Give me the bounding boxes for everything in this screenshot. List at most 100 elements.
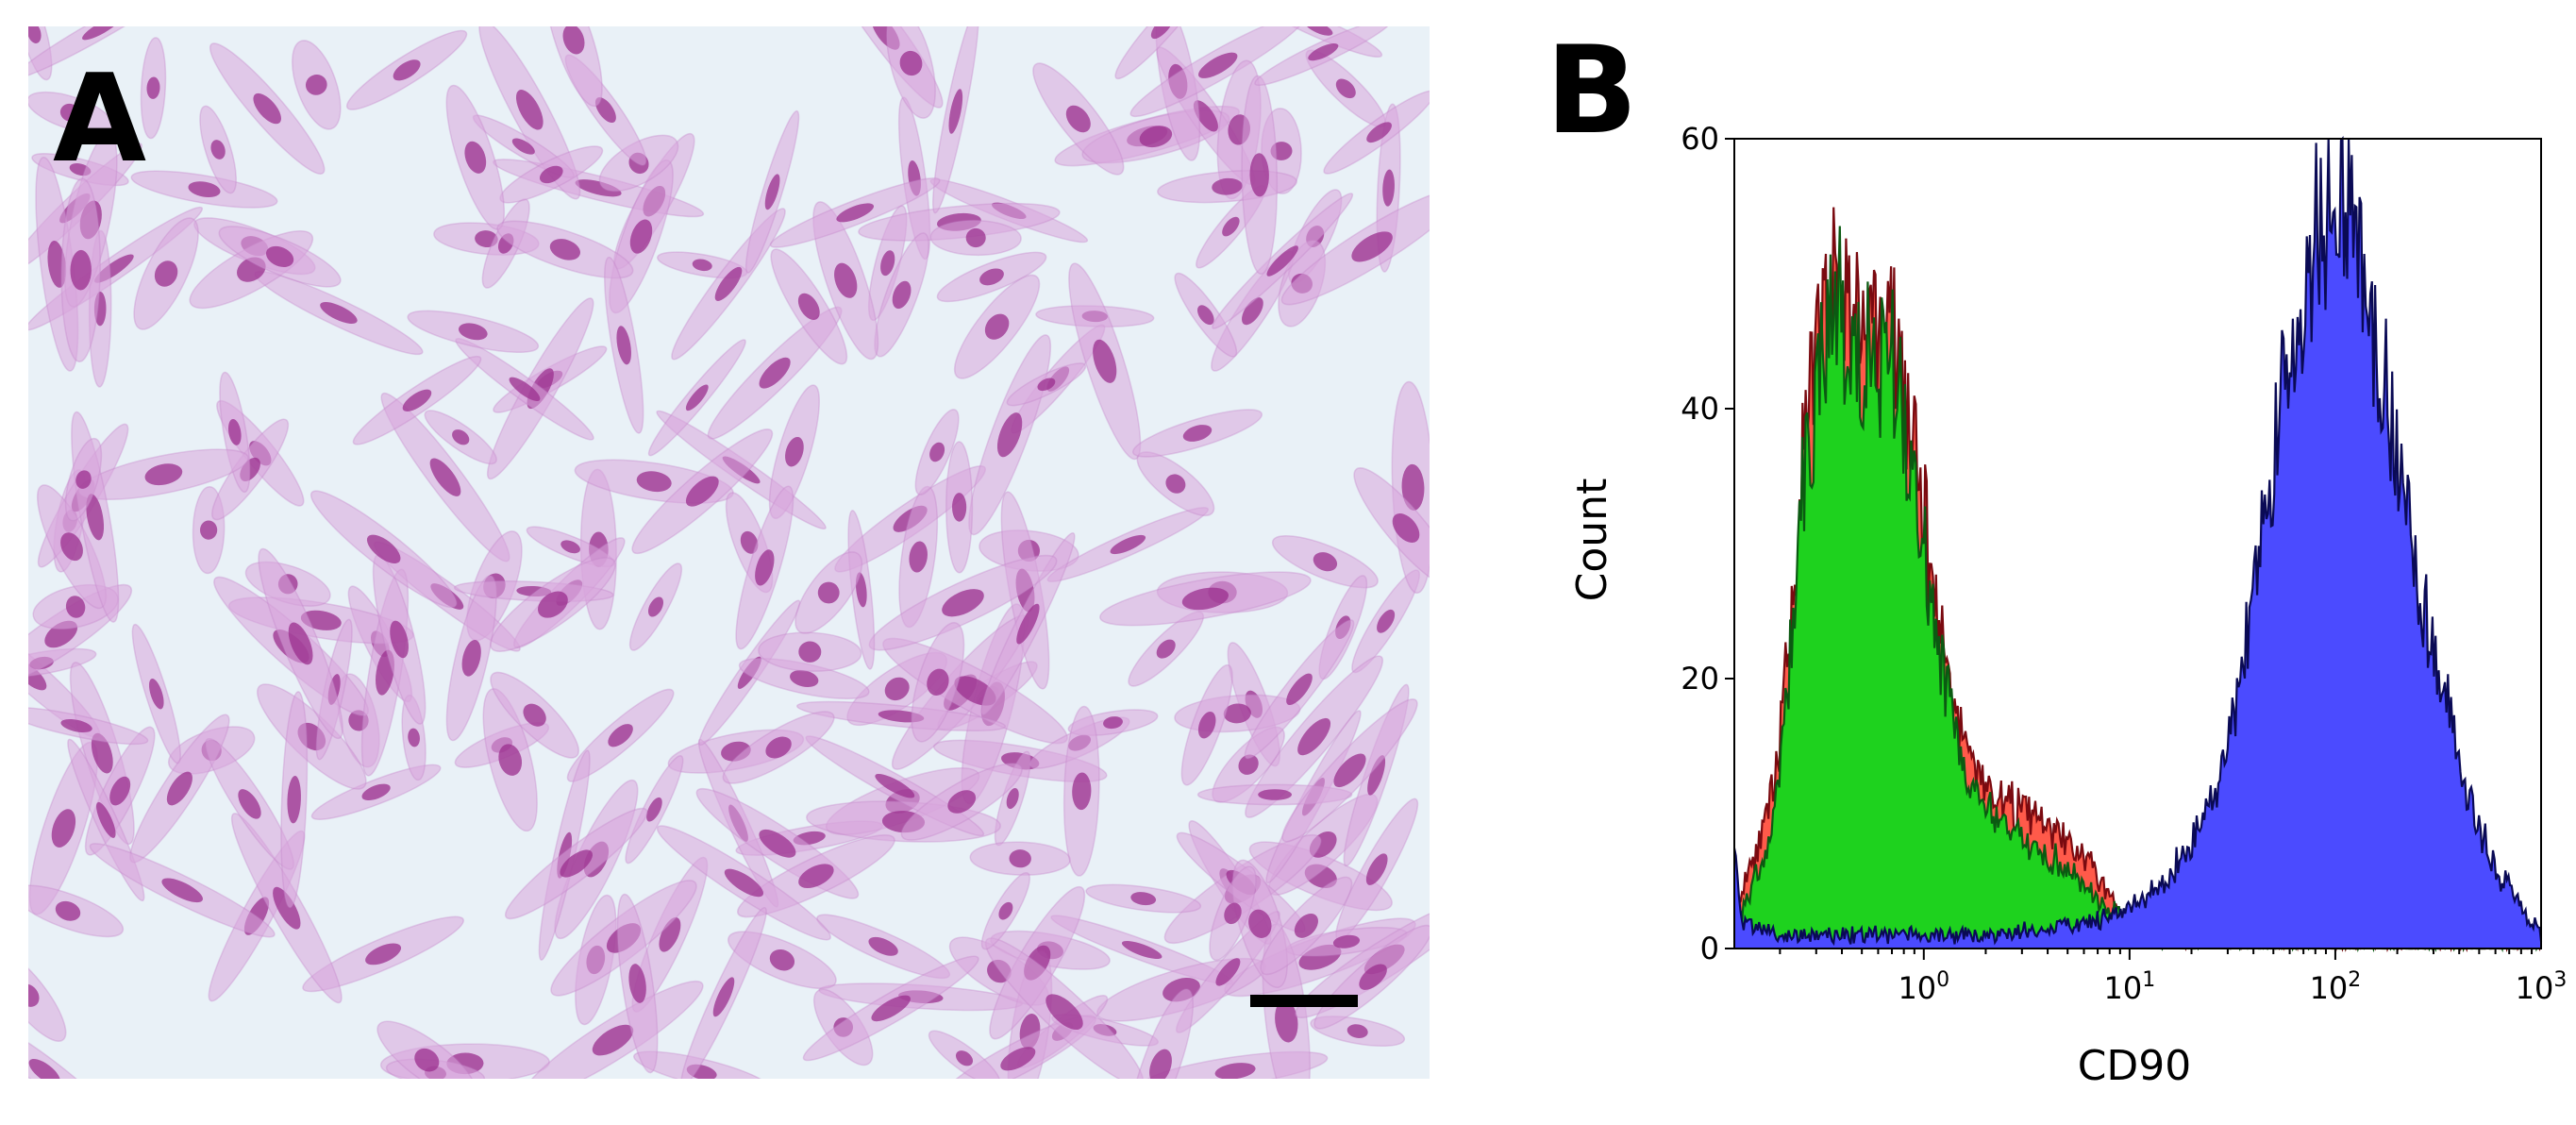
cell xyxy=(770,248,848,365)
cell xyxy=(478,26,581,200)
cell xyxy=(1212,193,1354,329)
cell xyxy=(258,547,343,740)
cell xyxy=(929,219,1022,257)
y-axis-title: Count xyxy=(1568,479,1616,602)
cell xyxy=(28,706,149,746)
histogram-panel: B 0 20 40 60 100 101 102 103 Count CD90 xyxy=(1546,21,2567,1090)
cell xyxy=(1128,988,1194,1079)
cell xyxy=(680,906,767,1079)
cell xyxy=(28,91,114,134)
cell xyxy=(1099,571,1312,627)
cell xyxy=(1062,705,1100,877)
cell xyxy=(455,337,594,441)
cell xyxy=(522,980,704,1079)
cell xyxy=(722,711,835,784)
cell xyxy=(230,813,343,1004)
micrograph-panel: A xyxy=(28,26,1430,1079)
cell xyxy=(802,955,979,1062)
series-unstained-green-area xyxy=(1734,226,2541,949)
cell xyxy=(769,177,941,248)
cell xyxy=(89,843,276,938)
cell xyxy=(1281,698,1418,843)
cell xyxy=(1244,619,1355,760)
histogram-plot: 0 20 40 60 100 101 102 103 xyxy=(1681,121,2567,1006)
cell xyxy=(1245,655,1384,818)
cell xyxy=(1180,663,1233,786)
cell xyxy=(1032,62,1125,176)
panel-label-b: B xyxy=(1546,21,1638,161)
cell xyxy=(768,384,820,520)
cell xyxy=(64,437,103,522)
cell xyxy=(376,1020,477,1079)
cell xyxy=(504,807,648,920)
cell xyxy=(900,763,1023,841)
cell xyxy=(345,29,468,110)
x-tick-label: 101 xyxy=(2104,968,2156,1006)
x-tick-label: 102 xyxy=(2310,968,2362,1006)
cell xyxy=(489,557,616,652)
cell xyxy=(795,551,863,634)
cell xyxy=(931,26,979,214)
cell xyxy=(914,409,960,495)
cell xyxy=(1241,75,1279,276)
cell xyxy=(735,485,795,650)
stained-cells xyxy=(28,26,1430,1079)
cell xyxy=(625,755,684,865)
cell xyxy=(372,553,427,725)
cell xyxy=(656,825,831,941)
cell xyxy=(309,490,458,609)
cell xyxy=(407,310,540,353)
scale-bar xyxy=(1250,995,1358,1007)
panel-label-a: A xyxy=(53,49,146,190)
cell xyxy=(28,26,190,79)
cell xyxy=(980,531,1076,716)
cell xyxy=(218,226,342,288)
cell xyxy=(209,42,326,175)
cell xyxy=(424,410,497,465)
cell xyxy=(499,145,604,204)
y-tick-label: 20 xyxy=(1681,661,1719,697)
cell xyxy=(199,105,237,194)
cell xyxy=(616,893,659,1074)
cell xyxy=(954,274,1041,379)
cell xyxy=(133,217,199,330)
cell xyxy=(1006,362,1087,407)
cell xyxy=(980,872,1030,950)
cell xyxy=(28,1018,114,1079)
cell xyxy=(758,631,862,672)
cell xyxy=(1114,26,1211,80)
cell xyxy=(1323,90,1430,175)
x-tick-label: 103 xyxy=(2516,968,2568,1006)
plot-frame xyxy=(1733,138,2542,949)
cell xyxy=(1085,883,1202,914)
cell xyxy=(936,251,1047,303)
y-tick-label: 60 xyxy=(1681,121,1719,157)
cell xyxy=(945,441,974,574)
cell xyxy=(1068,262,1142,461)
cell xyxy=(647,339,746,457)
cell xyxy=(28,884,125,938)
cell xyxy=(969,841,1071,876)
cell xyxy=(1129,26,1306,118)
cell xyxy=(928,1030,1001,1079)
x-tick-label: 100 xyxy=(1898,968,1949,1006)
cell xyxy=(445,575,497,742)
cell xyxy=(628,562,683,651)
y-tick-label: 0 xyxy=(1700,931,1719,966)
cell xyxy=(28,949,67,1042)
cell xyxy=(496,220,634,279)
y-tick-label: 40 xyxy=(1681,391,1719,427)
cell xyxy=(1353,467,1430,589)
cell xyxy=(60,177,101,362)
cell xyxy=(631,428,774,555)
cell xyxy=(874,232,929,358)
cell xyxy=(566,688,675,782)
cell xyxy=(482,688,538,832)
cell xyxy=(1280,188,1430,306)
cell xyxy=(847,510,876,670)
cell xyxy=(490,671,579,759)
cell xyxy=(292,40,342,130)
cell xyxy=(886,26,936,119)
cell xyxy=(352,355,482,445)
